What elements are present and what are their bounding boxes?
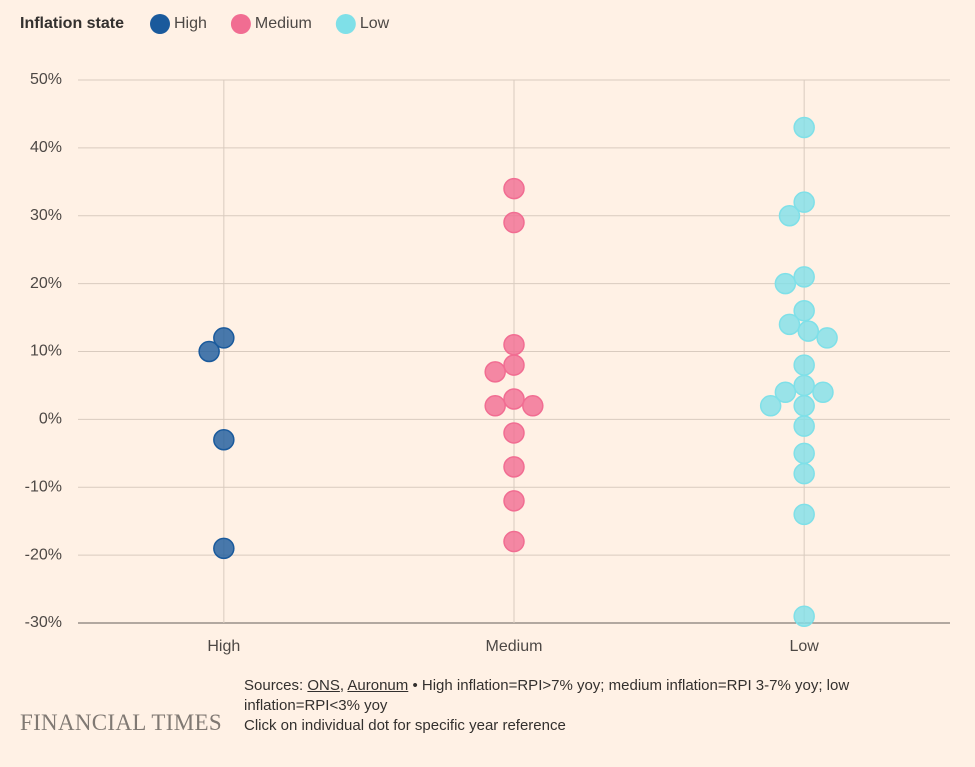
dot[interactable]: [503, 211, 525, 234]
dot[interactable]: [503, 530, 525, 553]
dot[interactable]: [812, 381, 834, 403]
dot[interactable]: [503, 456, 525, 478]
x-tick-label: Low: [789, 638, 819, 655]
dot[interactable]: [793, 116, 815, 139]
y-tick-label: 40%: [30, 139, 62, 156]
dot[interactable]: [793, 605, 815, 627]
chart: Inflation state High Medium Low -30% -20% -10…: [20, 14, 950, 655]
brand: FINANCIAL TIMES: [20, 710, 222, 735]
dot[interactable]: [503, 177, 525, 200]
source-link[interactable]: Auronum: [347, 677, 409, 694]
legend-label: High: [174, 15, 207, 32]
y-tick-label: -20%: [25, 546, 62, 563]
dot[interactable]: [213, 537, 235, 560]
y-tick-label: -10%: [25, 478, 62, 495]
x-tick-label: High: [207, 638, 240, 655]
x-tick-label: Medium: [486, 638, 543, 655]
y-tick-label: 30%: [30, 207, 62, 224]
y-tick-label: 50%: [30, 71, 62, 88]
dot[interactable]: [484, 361, 506, 383]
dot[interactable]: [503, 422, 525, 444]
legend-swatch: [150, 14, 170, 34]
dot[interactable]: [793, 442, 815, 465]
dot[interactable]: [778, 205, 801, 227]
legend-title: Inflation state: [20, 15, 124, 32]
dot[interactable]: [213, 428, 235, 451]
dot[interactable]: [774, 272, 797, 295]
dot[interactable]: [793, 191, 815, 213]
dot[interactable]: [198, 340, 220, 363]
dot[interactable]: [774, 381, 797, 403]
dot[interactable]: [793, 354, 815, 376]
y-tick-label: -30%: [25, 614, 62, 631]
footnote: Sources: ONS, Auronum • High inflation=R…: [244, 677, 850, 734]
legend-swatch: [230, 14, 251, 34]
legend-label: Medium: [255, 15, 312, 32]
dot[interactable]: [793, 503, 815, 526]
dot[interactable]: [503, 490, 525, 512]
dot[interactable]: [778, 313, 801, 336]
source-link[interactable]: ONS: [307, 677, 340, 694]
dot[interactable]: [213, 327, 235, 349]
legend-swatch: [335, 14, 356, 34]
y-tick-label: 20%: [30, 275, 62, 292]
dot[interactable]: [759, 395, 782, 417]
dot[interactable]: [793, 462, 815, 485]
dot[interactable]: [793, 266, 815, 288]
y-tick-label: 0%: [39, 411, 62, 428]
dot[interactable]: [522, 395, 544, 417]
y-tick-label: 10%: [30, 343, 62, 360]
dot[interactable]: [816, 327, 838, 349]
instruction: Click on individual dot for specific yea…: [244, 717, 566, 734]
dot[interactable]: [797, 320, 820, 342]
legend-label: Low: [360, 15, 390, 32]
dot[interactable]: [484, 395, 506, 417]
dot[interactable]: [793, 374, 815, 397]
dot[interactable]: [503, 354, 525, 376]
dot[interactable]: [793, 300, 815, 322]
note: • High inflation=RPI>7% yoy; medium infl…: [244, 677, 850, 714]
source-label: Sources:: [244, 677, 304, 694]
dot[interactable]: [503, 388, 525, 410]
dot[interactable]: [503, 333, 525, 356]
dot[interactable]: [793, 415, 815, 437]
dot[interactable]: [793, 395, 815, 417]
